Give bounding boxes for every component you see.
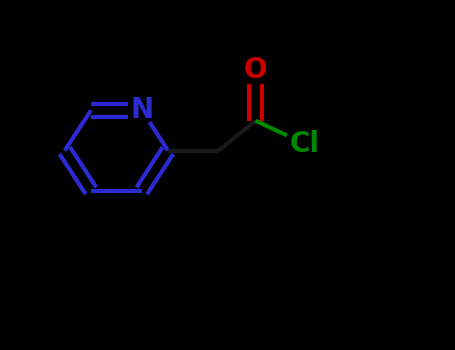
Circle shape xyxy=(129,98,154,123)
Text: Cl: Cl xyxy=(289,130,319,158)
Text: N: N xyxy=(130,96,153,124)
Circle shape xyxy=(287,126,322,161)
Circle shape xyxy=(243,57,268,83)
Text: O: O xyxy=(244,56,267,84)
